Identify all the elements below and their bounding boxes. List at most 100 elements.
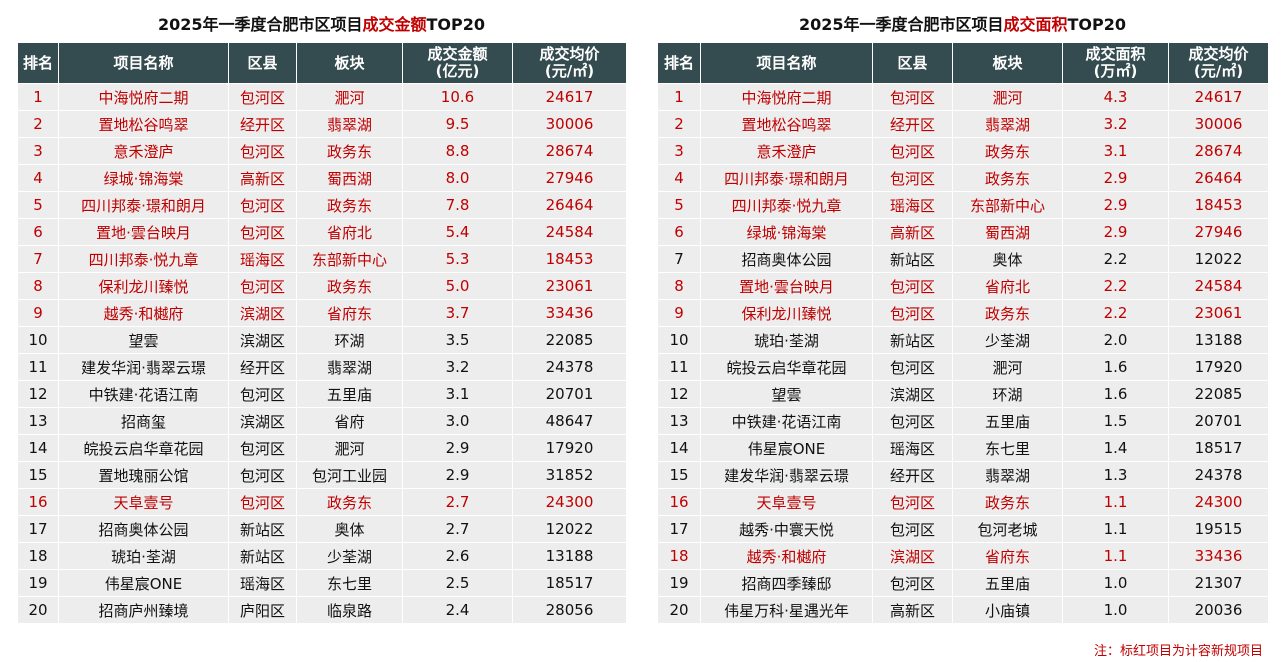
title-highlight: 成交金额 — [362, 15, 427, 34]
table-row: 11 建发华润·翡翠云璟 经开区 翡翠湖 3.2 24378 — [17, 353, 627, 381]
cell: 1 — [17, 83, 59, 111]
cell: 省府北 — [952, 272, 1063, 300]
cell: 5.3 — [402, 245, 513, 273]
cell: 中铁建·花语江南 — [58, 380, 229, 408]
cell: 蜀西湖 — [296, 164, 403, 192]
cell: 经开区 — [872, 110, 953, 138]
cell: 包河区 — [872, 515, 953, 543]
cell: 保利龙川臻悦 — [700, 299, 873, 327]
cell: 奥体 — [952, 245, 1063, 273]
cell: 23061 — [512, 272, 627, 300]
cell: 17920 — [1168, 353, 1269, 381]
cell: 省府东 — [952, 542, 1063, 570]
cell: 3.5 — [402, 326, 513, 354]
cell: 包河区 — [228, 434, 297, 462]
header-text: 成交金额 — [427, 45, 488, 63]
cell: 1.5 — [1062, 407, 1169, 435]
header-cell: 成交均价 (元/㎡) — [512, 42, 627, 84]
table-row: 20 招商庐州臻境 庐阳区 临泉路 2.4 28056 — [17, 596, 627, 624]
cell: 绿城·锦海棠 — [58, 164, 229, 192]
table-title: 2025年一季度合肥市区项目成交面积TOP20 — [657, 12, 1268, 42]
cell: 20 — [657, 596, 701, 624]
cell: 7.8 — [402, 191, 513, 219]
cell: 2.9 — [1062, 164, 1169, 192]
cell: 23061 — [1168, 299, 1269, 327]
cell: 24584 — [512, 218, 627, 246]
header-cell: 成交金额 (亿元) — [402, 42, 513, 84]
cell: 33436 — [1168, 542, 1269, 570]
cell: 22085 — [512, 326, 627, 354]
cell: 四川邦泰·璟和朗月 — [58, 191, 229, 219]
cell: 包河老城 — [952, 515, 1063, 543]
table-row: 14 伟星宸ONE 瑶海区 东七里 1.4 18517 — [657, 434, 1269, 462]
cell: 天阜壹号 — [700, 488, 873, 516]
cell: 淝河 — [952, 353, 1063, 381]
cell: 8 — [657, 272, 701, 300]
cell: 3 — [17, 137, 59, 165]
cell: 20701 — [1168, 407, 1269, 435]
cell: 2.6 — [402, 542, 513, 570]
cell: 1.1 — [1062, 515, 1169, 543]
cell: 包河区 — [872, 353, 953, 381]
header-text: (万㎡) — [1093, 62, 1138, 80]
cell: 9 — [17, 299, 59, 327]
cell: 包河区 — [228, 488, 297, 516]
cell: 1.0 — [1062, 596, 1169, 624]
header-text: 排名 — [22, 53, 53, 72]
cell: 包河区 — [872, 407, 953, 435]
cell: 26464 — [512, 191, 627, 219]
table-row: 13 中铁建·花语江南 包河区 五里庙 1.5 20701 — [657, 407, 1269, 435]
cell: 28056 — [512, 596, 627, 624]
cell: 19 — [17, 569, 59, 597]
cell: 皖投云启华章花园 — [700, 353, 873, 381]
cell: 瑶海区 — [872, 191, 953, 219]
cell: 2 — [657, 110, 701, 138]
cell: 2.9 — [1062, 218, 1169, 246]
cell: 政务东 — [952, 299, 1063, 327]
cell: 28674 — [1168, 137, 1269, 165]
table-row: 5 四川邦泰·悦九章 瑶海区 东部新中心 2.9 18453 — [657, 191, 1269, 219]
table-row: 4 四川邦泰·璟和朗月 包河区 政务东 2.9 26464 — [657, 164, 1269, 192]
header-text: 板块 — [992, 53, 1023, 72]
cell: 五里庙 — [296, 380, 403, 408]
header-row: 排名 项目名称 区县 板块 成交面积 (万㎡) 成交均价 (元/㎡) — [657, 42, 1269, 84]
header-cell: 项目名称 — [58, 42, 229, 84]
cell: 3.0 — [402, 407, 513, 435]
cell: 11 — [17, 353, 59, 381]
cell: 4 — [17, 164, 59, 192]
cell: 5 — [657, 191, 701, 219]
cell: 18 — [17, 542, 59, 570]
header-text: 成交均价 — [1188, 45, 1249, 63]
cell: 招商庐州臻境 — [58, 596, 229, 624]
cell: 四川邦泰·悦九章 — [700, 191, 873, 219]
cell: 中海悦府二期 — [700, 83, 873, 111]
cell: 省府北 — [296, 218, 403, 246]
cell: 13188 — [1168, 326, 1269, 354]
cell: 48647 — [512, 407, 627, 435]
cell: 淝河 — [952, 83, 1063, 111]
cell: 24378 — [1168, 461, 1269, 489]
cell: 建发华润·翡翠云璟 — [58, 353, 229, 381]
cell: 望雲 — [700, 380, 873, 408]
cell: 意禾澄庐 — [700, 137, 873, 165]
cell: 33436 — [512, 299, 627, 327]
cell: 14 — [17, 434, 59, 462]
cell: 伟星万科·星遇光年 — [700, 596, 873, 624]
cell: 8 — [17, 272, 59, 300]
header-cell: 板块 — [296, 42, 403, 84]
cell: 5.4 — [402, 218, 513, 246]
cell: 1.1 — [1062, 488, 1169, 516]
cell: 包河区 — [872, 137, 953, 165]
cell: 2.7 — [402, 515, 513, 543]
cell: 1 — [657, 83, 701, 111]
cell: 8.0 — [402, 164, 513, 192]
cell: 小庙镇 — [952, 596, 1063, 624]
title-suffix: TOP20 — [426, 15, 486, 34]
cell: 招商奥体公园 — [58, 515, 229, 543]
cell: 3.2 — [1062, 110, 1169, 138]
cell: 建发华润·翡翠云璟 — [700, 461, 873, 489]
cell: 翡翠湖 — [952, 461, 1063, 489]
table-row: 3 意禾澄庐 包河区 政务东 3.1 28674 — [657, 137, 1269, 165]
cell: 政务东 — [296, 488, 403, 516]
